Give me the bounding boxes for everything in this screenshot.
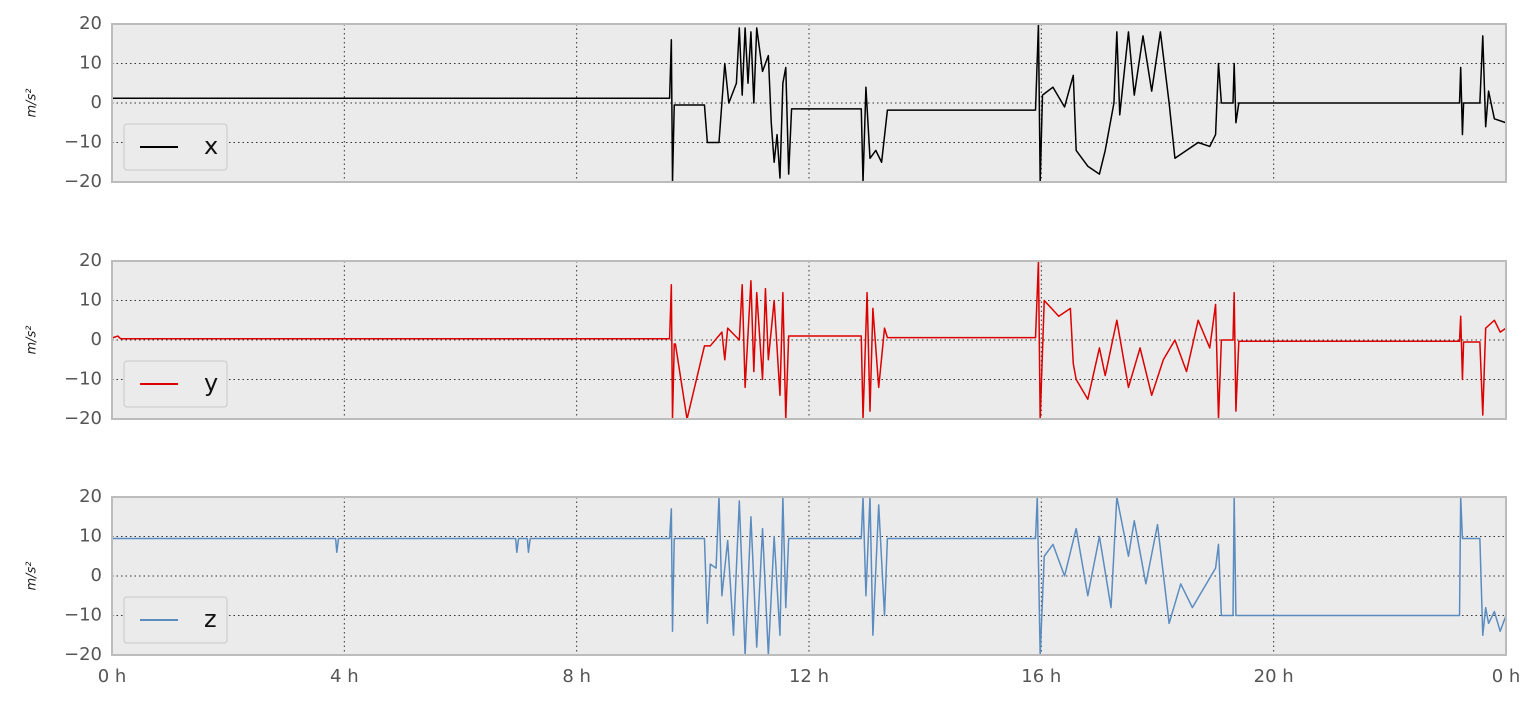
y-tick-label: −20: [64, 644, 102, 665]
y-tick-label: −20: [64, 408, 102, 429]
y-tick-label: −10: [64, 369, 102, 390]
y-axis-label: m/s²: [25, 325, 40, 354]
y-tick-label: 10: [79, 526, 102, 547]
legend-label: x: [204, 132, 218, 160]
y-tick-label: −20: [64, 171, 102, 192]
y-tick-label: 0: [91, 329, 102, 350]
data-line: [111, 260, 1507, 420]
plot-frame: [111, 260, 1507, 420]
y-tick-label: 20: [79, 250, 102, 271]
y-axis-label: m/s²: [25, 88, 40, 117]
data-line: [112, 23, 1507, 183]
x-tick-label: 0 h: [98, 666, 127, 687]
y-tick-label: 20: [79, 13, 102, 34]
legend-label: z: [204, 605, 217, 633]
legend-label: y: [204, 369, 218, 397]
x-tick-label: 20 h: [1254, 666, 1294, 687]
y-tick-label: 0: [91, 565, 102, 586]
x-tick-label: 12 h: [789, 666, 829, 687]
y-tick-label: 0: [91, 92, 102, 113]
x-tick-label: 8 h: [562, 666, 591, 687]
y-tick-label: −10: [64, 132, 102, 153]
x-tick-label: 4 h: [330, 666, 359, 687]
plot-frame: [111, 496, 1507, 656]
plot-frame: [111, 23, 1507, 183]
x-tick-label: 0 h: [1492, 666, 1521, 687]
x-tick-label: 16 h: [1021, 666, 1061, 687]
y-tick-label: 10: [79, 290, 102, 311]
data-line: [112, 496, 1507, 656]
y-tick-label: 20: [79, 486, 102, 507]
y-axis-label: m/s²: [25, 561, 40, 590]
y-tick-label: −10: [64, 605, 102, 626]
y-tick-label: 10: [79, 53, 102, 74]
